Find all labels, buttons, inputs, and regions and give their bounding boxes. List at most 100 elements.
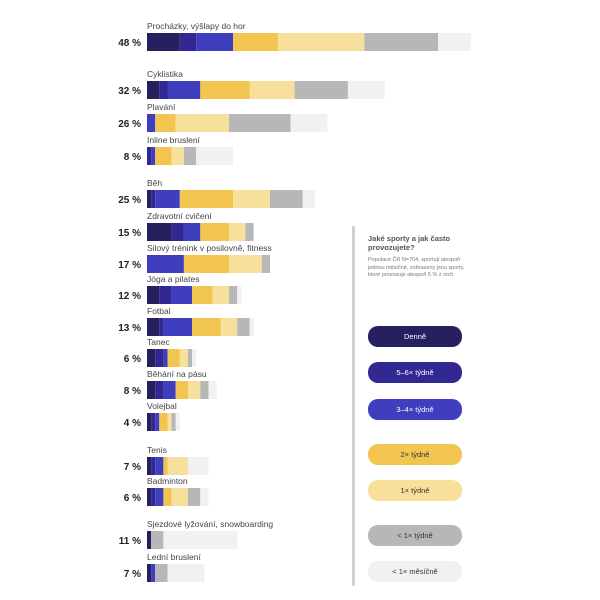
bar-segment-denne [147,531,152,549]
category-label: Silový trénink v posilovně, fitness [147,243,272,253]
bar-segment-1-tydne [212,286,229,304]
share-label: 8 % [124,152,141,163]
bar-segment-1-tydne [233,190,270,208]
bar-row-ledni-brusleni: Lední bruslení 7 % [124,552,205,582]
bar-segment-1-mesicne [192,349,197,367]
chart-subtitle: Populace ČR N=704, sportují alespoň jedn… [368,257,465,278]
bar-segment-2-tydne [159,413,168,431]
bar-segment-denne [147,488,152,506]
bar-segment-3-4-tydne [147,114,156,132]
legend-item-1-weekly: 1× týdně [368,480,462,501]
bar-row-silovy-trenink-v-posilovne-fitness: Silový trénink v posilovně, fitness 17 % [118,243,272,273]
bar-segment-1-tydne [249,81,295,99]
bar-segment-denne [147,286,160,304]
bar-segment-denne [147,413,152,431]
bar-row-tanec: Tanec 6 % [124,337,197,367]
bar-row-badminton: Badminton 6 % [124,476,209,506]
bar-row-sjezdove-lyzovani-snowboarding: Sjezdové lyžování, snowboarding 11 % [119,519,273,549]
legend-panel: Jaké sporty a jak často provozujete? Pop… [352,226,472,586]
bar-segment-denne [147,349,156,367]
bar-segment-5-6-tydne [151,457,156,475]
legend-divider [352,226,355,586]
bar-segment-3-4-tydne [155,190,180,208]
bar-segment-5-6-tydne [159,318,164,336]
bar-row-volejbal: Volejbal 4 % [124,401,180,431]
legend-item-3-4-weekly: 3–4× týdně [368,399,462,420]
share-label: 17 % [118,260,141,271]
share-label: 32 % [118,86,141,97]
bar-segment-5-6-tydne [151,488,156,506]
bar-segment-1-tydne [229,286,238,304]
bar-segment-1-mesicne [175,413,180,431]
legend-item-5-6-weekly: 5–6× týdně [368,362,462,383]
bar-segment-3-4-tydne [163,349,168,367]
bar-segment-2-tydne [175,381,188,399]
bar-segment-5-6-tydne [159,81,168,99]
bar-segment-5-6-tydne [179,33,197,51]
share-label: 6 % [124,493,141,504]
bar-segment-2-tydne [200,223,229,241]
chart-title: Jaké sporty a jak často provozujete? [368,234,451,252]
bar-segment-1-tydne [188,381,201,399]
category-label: Zdravotní cvičení [147,211,212,221]
bar-segment-5-6-tydne [151,190,156,208]
bar-segment-1-tydne [188,349,193,367]
bar-segment-2-tydne [233,33,279,51]
bar-segment-2-tydne [167,349,180,367]
bar-segment-3-4-tydne [163,381,176,399]
category-label: Volejbal [147,401,177,411]
bar-row-tenis: Tenis 7 % [124,445,209,475]
bar-segment-3-4-tydne [147,255,184,273]
bar-segment-2-tydne [183,255,229,273]
bar-segment-3-4-tydne [171,286,193,304]
bar-segment-3-4-tydne [196,33,234,51]
bar-segment-1-tydne [167,457,188,475]
bar-segment-2-tydne [155,114,176,132]
bar-row-joga-a-pilates: Jóga a pilates 12 % [118,274,242,304]
bar-row-inline-brusleni: Inline bruslení 8 % [124,135,234,165]
bar-segment-3-4-tydne [167,81,201,99]
bar-row-plavani: Plavání 26 % [118,102,328,132]
category-label: Tenis [147,445,167,455]
bar-segment-1-tydne [167,413,172,431]
bar-segment-1-tydne [278,33,365,51]
bar-segment-1-tydne [229,114,291,132]
bar-segment-2-tydne [192,318,221,336]
bar-segment-1-tydne [364,33,439,51]
share-label: 7 % [124,569,141,580]
bar-segment-2-tydne [200,81,250,99]
category-label: Fotbal [147,306,171,316]
bar-segment-1-tydne [270,190,303,208]
bar-segment-1-tydne [229,223,246,241]
share-label: 6 % [124,354,141,365]
category-label: Běh [147,178,162,188]
bar-segment-1-tydne [151,531,164,549]
bar-segment-denne [147,190,152,208]
bar-segment-1-mesicne [167,564,205,582]
bar-segment-1-mesicne [196,147,234,165]
bar-segment-5-6-tydne [151,413,156,431]
bar-row-zdravotni-cviceni: Zdravotní cvičení 15 % [118,211,254,241]
bar-segment-1-tydne [175,114,229,132]
category-label: Tanec [147,337,170,347]
bar-segment-1-mesicne [347,81,385,99]
bar-segment-1-tydne [171,413,176,431]
bar-segment-2-tydne [179,190,234,208]
legend-item-less-weekly: < 1× týdně [368,525,462,546]
bar-segment-denne [147,33,180,51]
category-label: Cyklistika [147,69,183,79]
bar-segment-1-mesicne [249,318,254,336]
category-label: Badminton [147,476,188,486]
bar-segment-5-6-tydne [159,286,172,304]
bar-segment-1-mesicne [237,286,242,304]
bar-segment-3-4-tydne [155,457,164,475]
bar-segment-5-6-tydne [171,223,184,241]
bar-segment-1-tydne [183,147,197,165]
bar-segment-1-mesicne [438,33,471,51]
share-label: 11 % [119,536,141,547]
bar-segment-1-tydne [179,349,188,367]
bar-segment-1-tydne [200,381,209,399]
bar-segment-3-4-tydne [155,413,160,431]
bar-segment-1-tydne [261,255,270,273]
